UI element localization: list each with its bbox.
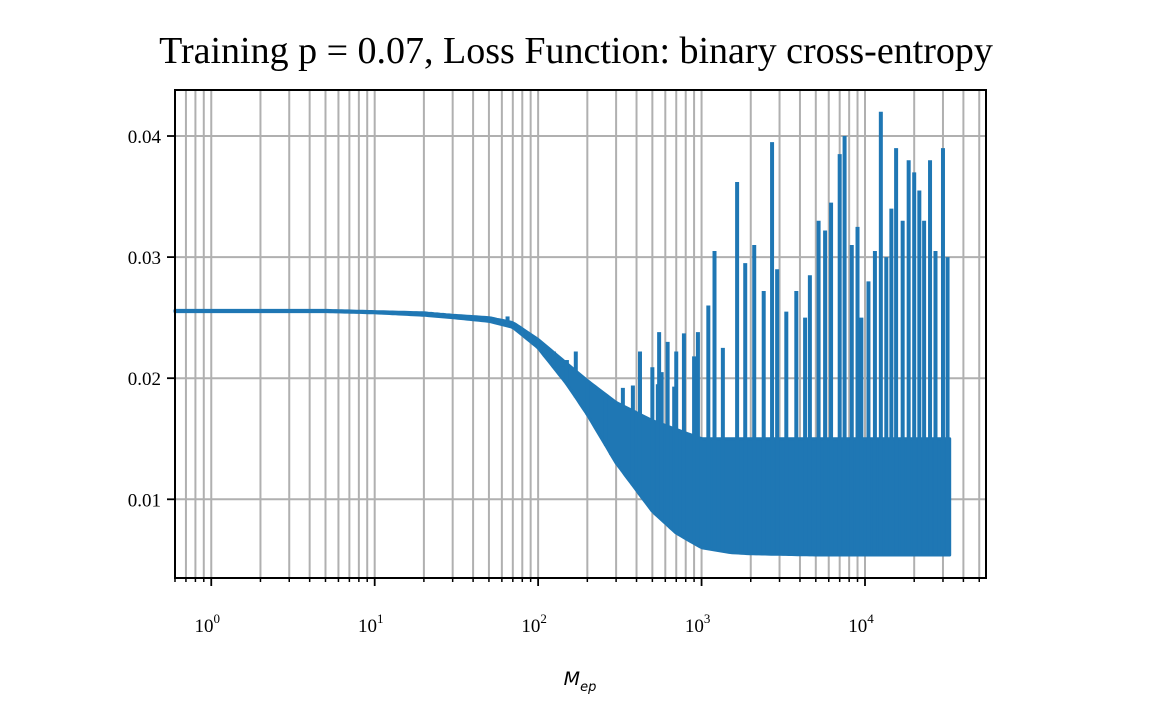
x-tick-label-exponent: 2 — [540, 611, 547, 626]
x-tick-label-base: 10 — [685, 616, 704, 637]
x-tick-label: 103 — [685, 611, 711, 637]
x-tick-label-exponent: 1 — [377, 611, 384, 626]
x-axis-label: Mep — [564, 668, 597, 695]
chart-title: Training p = 0.07, Loss Function: binary… — [159, 30, 993, 72]
x-tick-label: 101 — [358, 611, 384, 637]
x-tick-label: 100 — [195, 611, 221, 637]
x-tick-label-base: 10 — [195, 616, 214, 637]
x-tick-label-exponent: 4 — [867, 611, 874, 626]
x-tick-label-base: 10 — [848, 616, 867, 637]
axes-frame — [174, 89, 987, 579]
series-line — [173, 111, 952, 557]
y-tick-label: 0.02 — [128, 369, 161, 390]
y-tick-label: 0.01 — [128, 490, 161, 511]
x-tick-label-exponent: 0 — [214, 611, 221, 626]
y-tick-label: 0.04 — [128, 127, 162, 148]
x-tick-label-base: 10 — [521, 616, 540, 637]
x-tick-label: 104 — [848, 611, 874, 637]
x-tick-label-exponent: 3 — [704, 611, 711, 626]
x-tick-label: 102 — [521, 611, 547, 637]
x-tick-label-base: 10 — [358, 616, 377, 637]
y-tick-label: 0.03 — [128, 248, 161, 269]
